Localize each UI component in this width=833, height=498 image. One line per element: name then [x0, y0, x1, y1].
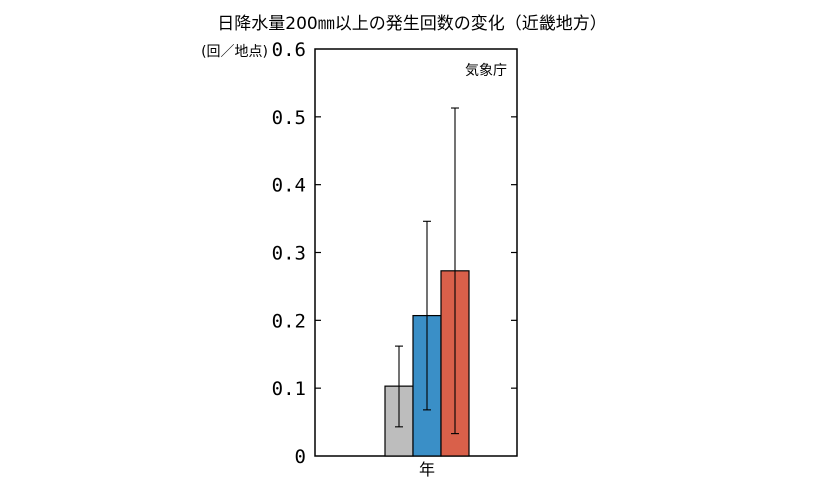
y-tick-label: 0.1 [272, 378, 306, 400]
y-tick-label: 0.2 [272, 310, 306, 332]
x-category-label: 年 [419, 460, 435, 479]
y-tick-label: 0.5 [272, 107, 306, 129]
y-tick-label: 0 [295, 446, 306, 468]
y-tick-label: 0.6 [272, 39, 306, 61]
chart-title: 日降水量200㎜以上の発生回数の変化（近畿地方） [217, 14, 606, 34]
y-axis-unit-label: (回／地点) [201, 44, 268, 60]
error-bars [395, 107, 459, 435]
y-axis-ticks: 0 0.1 0.2 0.3 0.4 0.5 0.6 [272, 39, 517, 468]
y-tick-label: 0.4 [272, 175, 306, 197]
y-tick-label: 0.3 [272, 243, 306, 265]
source-note: 気象庁 [465, 63, 507, 79]
